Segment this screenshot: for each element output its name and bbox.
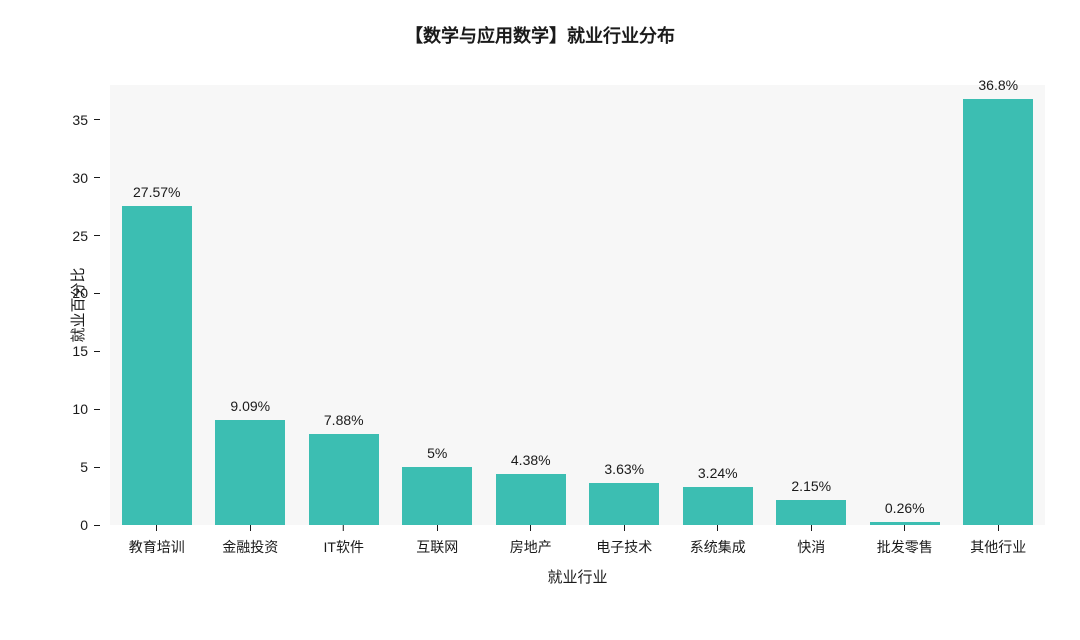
bar-group: 9.09% bbox=[215, 398, 285, 525]
y-tick-label: 0 bbox=[66, 517, 94, 533]
x-tick: 快消 bbox=[797, 525, 825, 557]
x-tick-label: 快消 bbox=[797, 531, 825, 557]
bar-value-label: 5% bbox=[427, 445, 447, 461]
bar-group: 0.26% bbox=[870, 500, 940, 525]
y-tick: 35 bbox=[66, 112, 100, 128]
x-tick: 互联网 bbox=[416, 525, 458, 557]
x-tick-label: 房地产 bbox=[510, 531, 552, 557]
chart-area: 05101520253035 就业百分比 就业行业 27.57%教育培训9.09… bbox=[110, 85, 1045, 525]
x-tick: 其他行业 bbox=[970, 525, 1026, 557]
bar bbox=[122, 206, 192, 525]
bar-value-label: 3.24% bbox=[698, 465, 738, 481]
bar bbox=[963, 99, 1033, 525]
y-tick: 10 bbox=[66, 401, 100, 417]
y-tick-mark bbox=[94, 119, 100, 120]
y-tick-mark bbox=[94, 467, 100, 468]
y-tick: 15 bbox=[66, 343, 100, 359]
bar bbox=[776, 500, 846, 525]
bar-group: 5% bbox=[402, 445, 472, 525]
x-tick: 教育培训 bbox=[129, 525, 185, 557]
bar bbox=[683, 487, 753, 525]
y-tick-label: 5 bbox=[66, 459, 94, 475]
x-tick-label: 互联网 bbox=[416, 531, 458, 557]
y-tick-mark bbox=[94, 525, 100, 526]
y-tick-label: 35 bbox=[66, 112, 94, 128]
bar-value-label: 36.8% bbox=[978, 77, 1018, 93]
bar bbox=[309, 434, 379, 525]
x-tick: 系统集成 bbox=[690, 525, 746, 557]
x-tick: IT软件 bbox=[324, 525, 364, 557]
x-tick: 批发零售 bbox=[877, 525, 933, 557]
x-tick: 房地产 bbox=[510, 525, 552, 557]
x-tick-label: IT软件 bbox=[324, 531, 364, 557]
y-tick: 0 bbox=[66, 517, 100, 533]
x-tick-label: 教育培训 bbox=[129, 531, 185, 557]
y-tick-label: 25 bbox=[66, 228, 94, 244]
bar-group: 36.8% bbox=[963, 77, 1033, 525]
x-tick-label: 其他行业 bbox=[970, 531, 1026, 557]
bar-group: 7.88% bbox=[309, 412, 379, 525]
y-tick-mark bbox=[94, 177, 100, 178]
y-axis-title: 就业百分比 bbox=[67, 267, 88, 342]
bar-group: 4.38% bbox=[496, 452, 566, 525]
x-tick-label: 金融投资 bbox=[222, 531, 278, 557]
x-tick-label: 电子技术 bbox=[596, 531, 652, 557]
y-tick-label: 10 bbox=[66, 401, 94, 417]
x-tick: 金融投资 bbox=[222, 525, 278, 557]
y-tick: 5 bbox=[66, 459, 100, 475]
bar-value-label: 0.26% bbox=[885, 500, 925, 516]
bar-value-label: 9.09% bbox=[230, 398, 270, 414]
y-tick: 30 bbox=[66, 170, 100, 186]
y-tick-label: 15 bbox=[66, 343, 94, 359]
bar-value-label: 4.38% bbox=[511, 452, 551, 468]
bar-value-label: 3.63% bbox=[604, 461, 644, 477]
chart-title: 【数学与应用数学】就业行业分布 bbox=[0, 0, 1080, 48]
y-tick-mark bbox=[94, 409, 100, 410]
bar-group: 3.24% bbox=[683, 465, 753, 525]
bar bbox=[589, 483, 659, 525]
bar-value-label: 2.15% bbox=[791, 478, 831, 494]
bar-group: 2.15% bbox=[776, 478, 846, 525]
y-tick-mark bbox=[94, 235, 100, 236]
bar bbox=[496, 474, 566, 525]
y-tick-mark bbox=[94, 351, 100, 352]
bar-group: 3.63% bbox=[589, 461, 659, 525]
bar-value-label: 27.57% bbox=[133, 184, 180, 200]
bar-group: 27.57% bbox=[122, 184, 192, 525]
bar-value-label: 7.88% bbox=[324, 412, 364, 428]
x-axis-title: 就业行业 bbox=[547, 566, 607, 587]
y-tick-label: 30 bbox=[66, 170, 94, 186]
y-tick-mark bbox=[94, 293, 100, 294]
bar bbox=[215, 420, 285, 525]
bar bbox=[402, 467, 472, 525]
y-tick: 25 bbox=[66, 228, 100, 244]
x-tick-label: 系统集成 bbox=[690, 531, 746, 557]
x-tick: 电子技术 bbox=[596, 525, 652, 557]
x-tick-label: 批发零售 bbox=[877, 531, 933, 557]
